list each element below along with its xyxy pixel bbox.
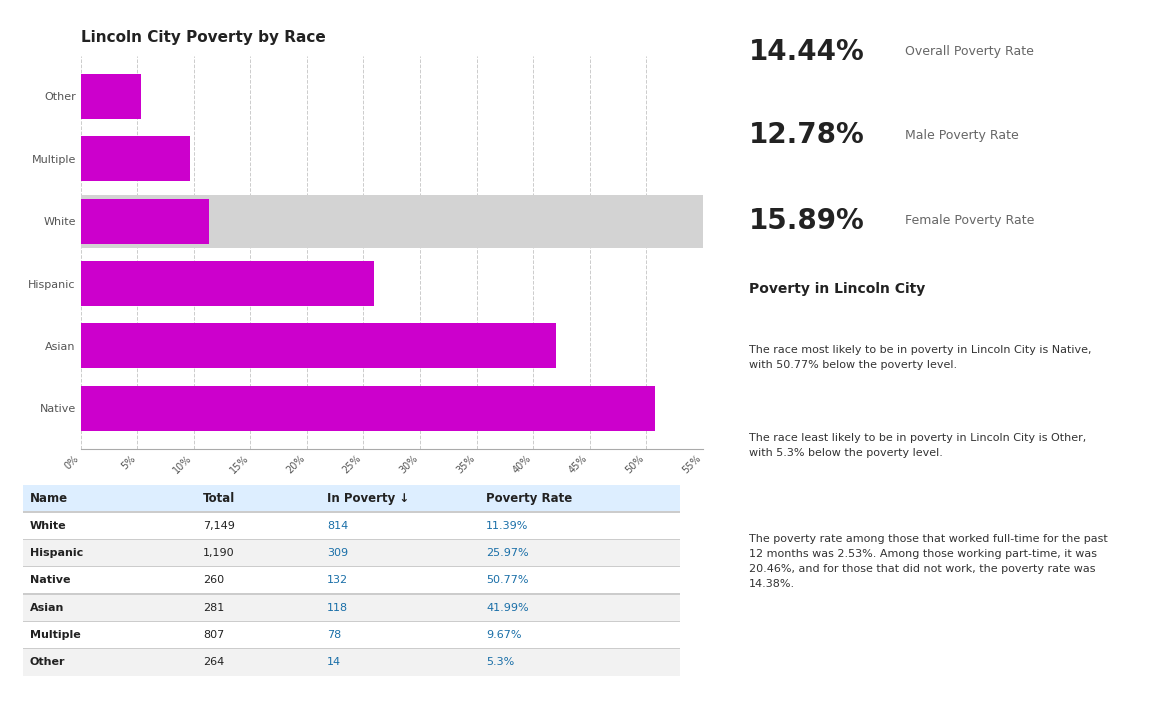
FancyBboxPatch shape [23,648,680,649]
Text: 281: 281 [203,603,223,613]
Text: 14.44%: 14.44% [749,38,864,66]
Bar [81,323,555,369]
Text: Native: Native [30,576,70,585]
Text: 132: 132 [327,576,348,585]
Text: 7,149: 7,149 [203,521,235,531]
Text: 11.39%: 11.39% [486,521,529,531]
Text: 309: 309 [327,548,348,558]
FancyBboxPatch shape [23,512,680,540]
FancyBboxPatch shape [23,566,680,567]
Legend: rate: rate [361,534,423,553]
Text: Overall Poverty Rate: Overall Poverty Rate [905,46,1034,58]
Text: White: White [30,521,67,531]
Text: Name: Name [30,492,68,505]
Text: 41.99%: 41.99% [486,603,529,613]
Text: Other: Other [30,658,66,667]
Text: 9.67%: 9.67% [486,630,522,640]
Text: 15.89%: 15.89% [749,207,864,235]
Text: Total: Total [203,492,235,505]
Text: The race most likely to be in poverty in Lincoln City is Native,
with 50.77% bel: The race most likely to be in poverty in… [749,345,1091,369]
Text: 260: 260 [203,576,223,585]
Text: 50.77%: 50.77% [486,576,529,585]
FancyBboxPatch shape [23,540,680,566]
FancyBboxPatch shape [23,594,680,621]
Text: 14: 14 [327,658,341,667]
FancyBboxPatch shape [23,566,680,594]
Text: Poverty Rate: Poverty Rate [486,492,573,505]
Text: 118: 118 [327,603,348,613]
Text: 5.3%: 5.3% [486,658,515,667]
Bar [81,198,210,244]
Text: Asian: Asian [30,603,65,613]
Text: Multiple: Multiple [30,630,81,640]
Bar [81,74,141,119]
Bar [81,136,190,182]
FancyBboxPatch shape [23,539,680,540]
FancyBboxPatch shape [23,621,680,649]
Text: 814: 814 [327,521,348,531]
Text: 1,190: 1,190 [203,548,234,558]
Text: 25.97%: 25.97% [486,548,529,558]
Text: The race least likely to be in poverty in Lincoln City is Other,
with 5.3% below: The race least likely to be in poverty i… [749,433,1086,458]
Text: 12.78%: 12.78% [749,121,864,149]
Text: Female Poverty Rate: Female Poverty Rate [905,215,1034,227]
FancyBboxPatch shape [23,649,680,676]
Text: 264: 264 [203,658,223,667]
Bar [81,261,374,306]
Text: In Poverty ↓: In Poverty ↓ [327,492,409,505]
Text: Lincoln City Poverty by Race: Lincoln City Poverty by Race [81,30,325,45]
Bar [81,195,703,247]
Text: 807: 807 [203,630,223,640]
Text: Poverty in Lincoln City: Poverty in Lincoln City [749,282,925,296]
FancyBboxPatch shape [23,621,680,622]
Text: Male Poverty Rate: Male Poverty Rate [905,129,1020,142]
Text: The poverty rate among those that worked full-time for the past
12 months was 2.: The poverty rate among those that worked… [749,534,1107,589]
Text: Hispanic: Hispanic [30,548,83,558]
Text: 78: 78 [327,630,341,640]
Bar [81,386,654,431]
FancyBboxPatch shape [23,485,680,512]
